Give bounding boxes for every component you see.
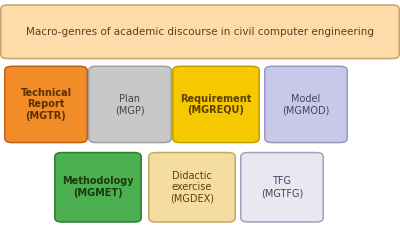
FancyBboxPatch shape [173,66,259,143]
FancyBboxPatch shape [5,66,87,143]
Text: Plan
(MGP): Plan (MGP) [115,94,145,115]
Text: TFG
(MGTFG): TFG (MGTFG) [261,176,303,198]
Text: Methodology
(MGMET): Methodology (MGMET) [62,176,134,198]
FancyBboxPatch shape [55,153,141,222]
FancyBboxPatch shape [265,66,347,143]
Text: Didactic
exercise
(MGDEX): Didactic exercise (MGDEX) [170,171,214,204]
FancyBboxPatch shape [241,153,323,222]
FancyBboxPatch shape [89,66,171,143]
Text: Technical
Report
(MGTR): Technical Report (MGTR) [20,88,72,121]
FancyBboxPatch shape [1,5,399,59]
Text: Macro-genres of academic discourse in civil computer engineering: Macro-genres of academic discourse in ci… [26,27,374,37]
Text: Requirement
(MGREQU): Requirement (MGREQU) [180,94,252,115]
FancyBboxPatch shape [149,153,235,222]
Text: Model
(MGMOD): Model (MGMOD) [282,94,330,115]
